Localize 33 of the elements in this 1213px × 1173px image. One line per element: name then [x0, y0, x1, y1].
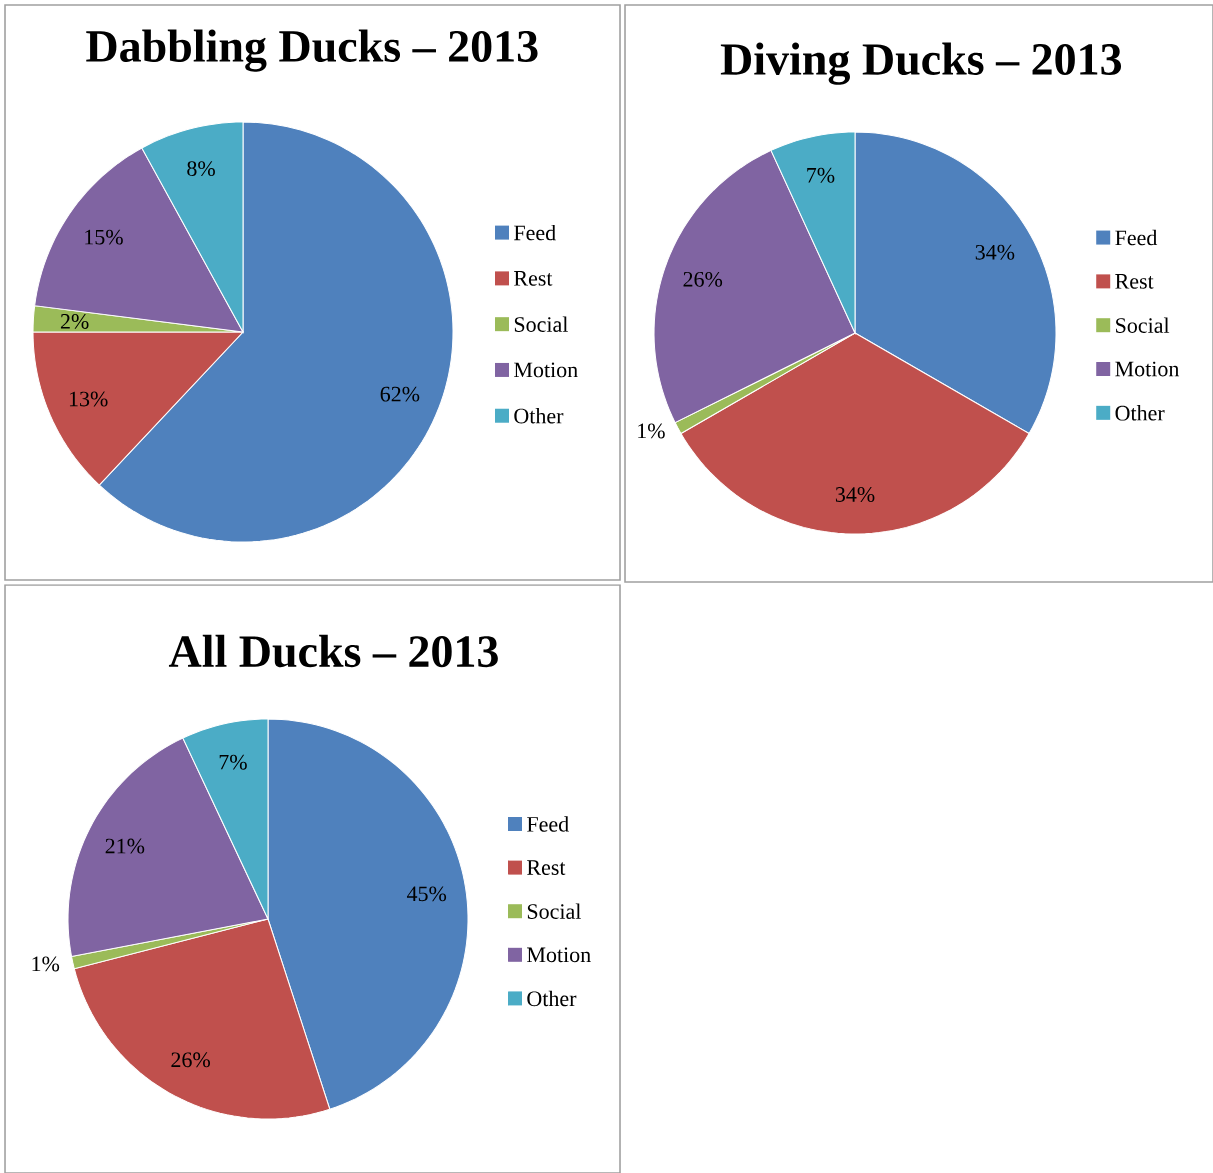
data-label: 34%	[835, 487, 875, 502]
legend-label: Other	[1115, 405, 1165, 421]
data-label: 1%	[32, 956, 60, 972]
chart-title: Dabbling Ducks – 2013	[86, 29, 538, 72]
legend-label: Rest	[527, 860, 566, 875]
data-label: 13%	[69, 391, 108, 407]
data-label: 7%	[807, 167, 835, 183]
legend-label: Social	[527, 903, 581, 919]
legend-label: Other	[514, 408, 564, 424]
data-label: 2%	[60, 313, 89, 329]
legend-label: Feed	[514, 224, 556, 241]
data-label: 21%	[105, 838, 145, 854]
legend-label: Motion	[514, 362, 578, 378]
data-label: 26%	[683, 271, 723, 287]
legend-label: Social	[514, 316, 568, 332]
data-label: 45%	[406, 886, 447, 902]
data-label: 26%	[171, 1052, 211, 1068]
legend-label: Motion	[527, 947, 591, 963]
legend-label: Motion	[1115, 361, 1180, 377]
legend-label: Rest	[514, 271, 553, 286]
legend-label: Rest	[1115, 274, 1154, 289]
legend-label: Feed	[1115, 229, 1158, 246]
data-label: 8%	[187, 161, 215, 177]
data-label: 34%	[975, 244, 1015, 260]
legend-label: Other	[527, 990, 577, 1007]
legend-label: Social	[1116, 317, 1170, 333]
data-label: 62%	[380, 386, 420, 402]
data-label: 15%	[85, 229, 123, 245]
chart-title: All Ducks – 2013	[168, 634, 498, 668]
legend-label: Feed	[527, 816, 569, 832]
data-label: 7%	[219, 754, 247, 770]
chart-title: Diving Ducks – 2013	[720, 42, 1122, 85]
data-label: 1%	[638, 423, 665, 439]
